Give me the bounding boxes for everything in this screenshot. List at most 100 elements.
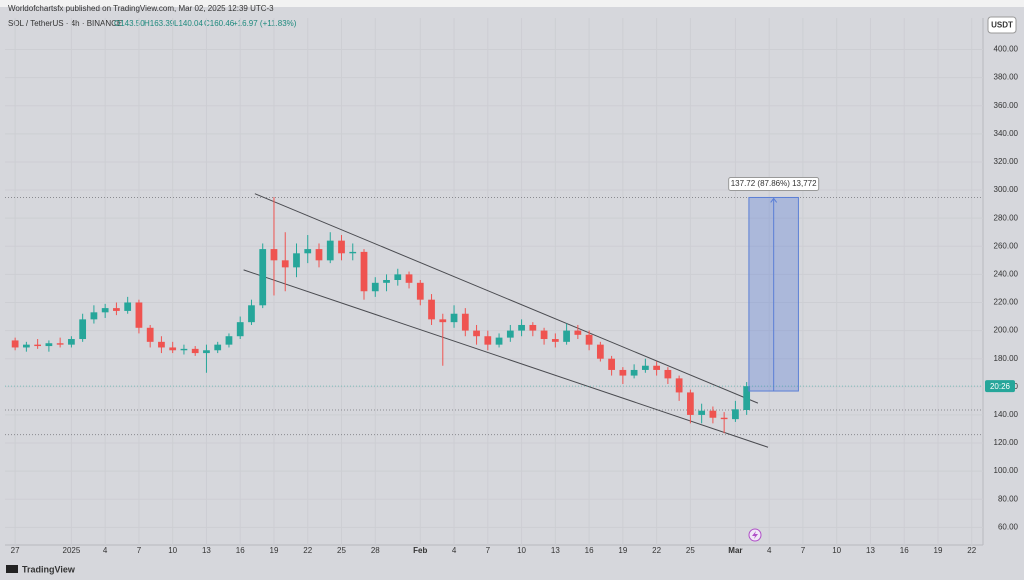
publisher: Worldofchartsfx published on TradingView… bbox=[8, 4, 274, 13]
countdown-box bbox=[985, 380, 1015, 393]
candle-body bbox=[113, 308, 120, 311]
candle-body bbox=[506, 330, 514, 338]
x-tick-label: 2025 bbox=[63, 546, 81, 555]
candle-body bbox=[484, 336, 492, 345]
candle-body bbox=[225, 336, 233, 345]
currency-box[interactable] bbox=[987, 16, 1017, 34]
candle-body bbox=[158, 341, 165, 348]
candle-body bbox=[405, 274, 413, 283]
candle-body bbox=[259, 249, 267, 306]
x-tick-label: 27 bbox=[11, 546, 20, 555]
event-bolt bbox=[752, 531, 758, 539]
x-tick-label: 22 bbox=[967, 546, 976, 555]
candle-body bbox=[641, 365, 649, 370]
ohlc-open: O143.50 bbox=[114, 19, 145, 28]
ohlc-high: H163.39 bbox=[144, 19, 175, 28]
candle-body bbox=[349, 251, 357, 254]
candle-body bbox=[191, 348, 199, 354]
x-tick-label: 7 bbox=[486, 546, 491, 555]
candle-body bbox=[732, 409, 739, 420]
x-tick-label: Mar bbox=[728, 546, 742, 555]
measure-label: 137.72 (87.86%) 13,772 bbox=[731, 179, 817, 188]
candle-body bbox=[698, 410, 706, 415]
candle-body bbox=[304, 249, 312, 254]
candle-body bbox=[518, 324, 525, 331]
countdown: 20:26 bbox=[990, 382, 1011, 391]
y-tick-label: 60.00 bbox=[998, 522, 1019, 531]
x-tick-label: 22 bbox=[303, 546, 312, 555]
candle-body bbox=[574, 330, 582, 335]
x-tick-label: 25 bbox=[686, 546, 695, 555]
x-tick-label: 19 bbox=[934, 546, 943, 555]
candle-body bbox=[653, 365, 661, 370]
candle-body bbox=[214, 344, 222, 351]
x-tick-label: 4 bbox=[452, 546, 457, 555]
candle-body bbox=[383, 280, 390, 283]
candle-body bbox=[56, 343, 64, 345]
candle-body bbox=[495, 337, 503, 345]
candle-body bbox=[338, 240, 345, 254]
candle-body bbox=[473, 330, 480, 337]
candle-body bbox=[563, 330, 570, 342]
candle-body bbox=[203, 350, 210, 354]
y-tick-label: 280.00 bbox=[994, 213, 1019, 222]
candle-body bbox=[461, 313, 469, 331]
y-tick-label: 380.00 bbox=[994, 73, 1019, 82]
candle-body bbox=[236, 322, 244, 337]
ohlc-low: L140.04 bbox=[174, 19, 203, 28]
y-tick-label: 300.00 bbox=[994, 185, 1019, 194]
candle-body bbox=[709, 410, 717, 418]
ohlc-close: C160.46 bbox=[204, 19, 235, 28]
y-tick-label: 360.00 bbox=[994, 101, 1019, 110]
x-tick-label: 16 bbox=[585, 546, 594, 555]
x-tick-label: 10 bbox=[832, 546, 841, 555]
candle-body bbox=[664, 369, 672, 379]
candle-body bbox=[720, 417, 728, 420]
y-tick-label: 200.00 bbox=[994, 326, 1019, 335]
x-tick-label: 10 bbox=[517, 546, 526, 555]
candle-body bbox=[585, 334, 593, 345]
candle-body bbox=[360, 251, 368, 292]
candle-body bbox=[439, 319, 447, 323]
x-tick-label: 28 bbox=[371, 546, 380, 555]
y-tick-label: 400.00 bbox=[994, 45, 1019, 54]
x-tick-label: 13 bbox=[866, 546, 875, 555]
x-tick-label: 16 bbox=[236, 546, 245, 555]
y-tick-label: 340.00 bbox=[994, 129, 1019, 138]
x-tick-label: 13 bbox=[202, 546, 211, 555]
x-tick-label: 19 bbox=[270, 546, 279, 555]
candle-body bbox=[101, 308, 109, 313]
candle-body bbox=[428, 299, 435, 320]
candle-body bbox=[608, 358, 615, 370]
candle-body bbox=[180, 348, 188, 351]
currency[interactable]: USDT bbox=[991, 21, 1013, 30]
x-tick-label: 10 bbox=[168, 546, 177, 555]
x-tick-label: 19 bbox=[618, 546, 627, 555]
candle-body bbox=[529, 324, 537, 331]
candle-body bbox=[630, 369, 638, 376]
candle-body bbox=[79, 319, 87, 340]
candle-body bbox=[394, 274, 402, 280]
candle-body bbox=[45, 343, 53, 347]
measure-label-box bbox=[728, 176, 820, 191]
x-tick-label: 13 bbox=[551, 546, 560, 555]
candle-body bbox=[540, 330, 548, 340]
candle-body bbox=[743, 386, 751, 410]
x-tick-label: 25 bbox=[337, 546, 346, 555]
candle-body bbox=[124, 302, 132, 311]
candle-body bbox=[619, 369, 627, 376]
x-tick-label: 4 bbox=[103, 546, 108, 555]
x-tick-label: 16 bbox=[900, 546, 909, 555]
candle-body bbox=[23, 344, 30, 348]
y-tick-label: 220.00 bbox=[994, 298, 1019, 307]
brand-logo bbox=[6, 565, 18, 573]
candle-body bbox=[248, 305, 255, 323]
candle-body bbox=[146, 327, 154, 342]
candle-body bbox=[68, 339, 75, 345]
candle-body bbox=[675, 378, 683, 393]
candle-body bbox=[11, 340, 19, 348]
candle-body bbox=[551, 339, 559, 342]
